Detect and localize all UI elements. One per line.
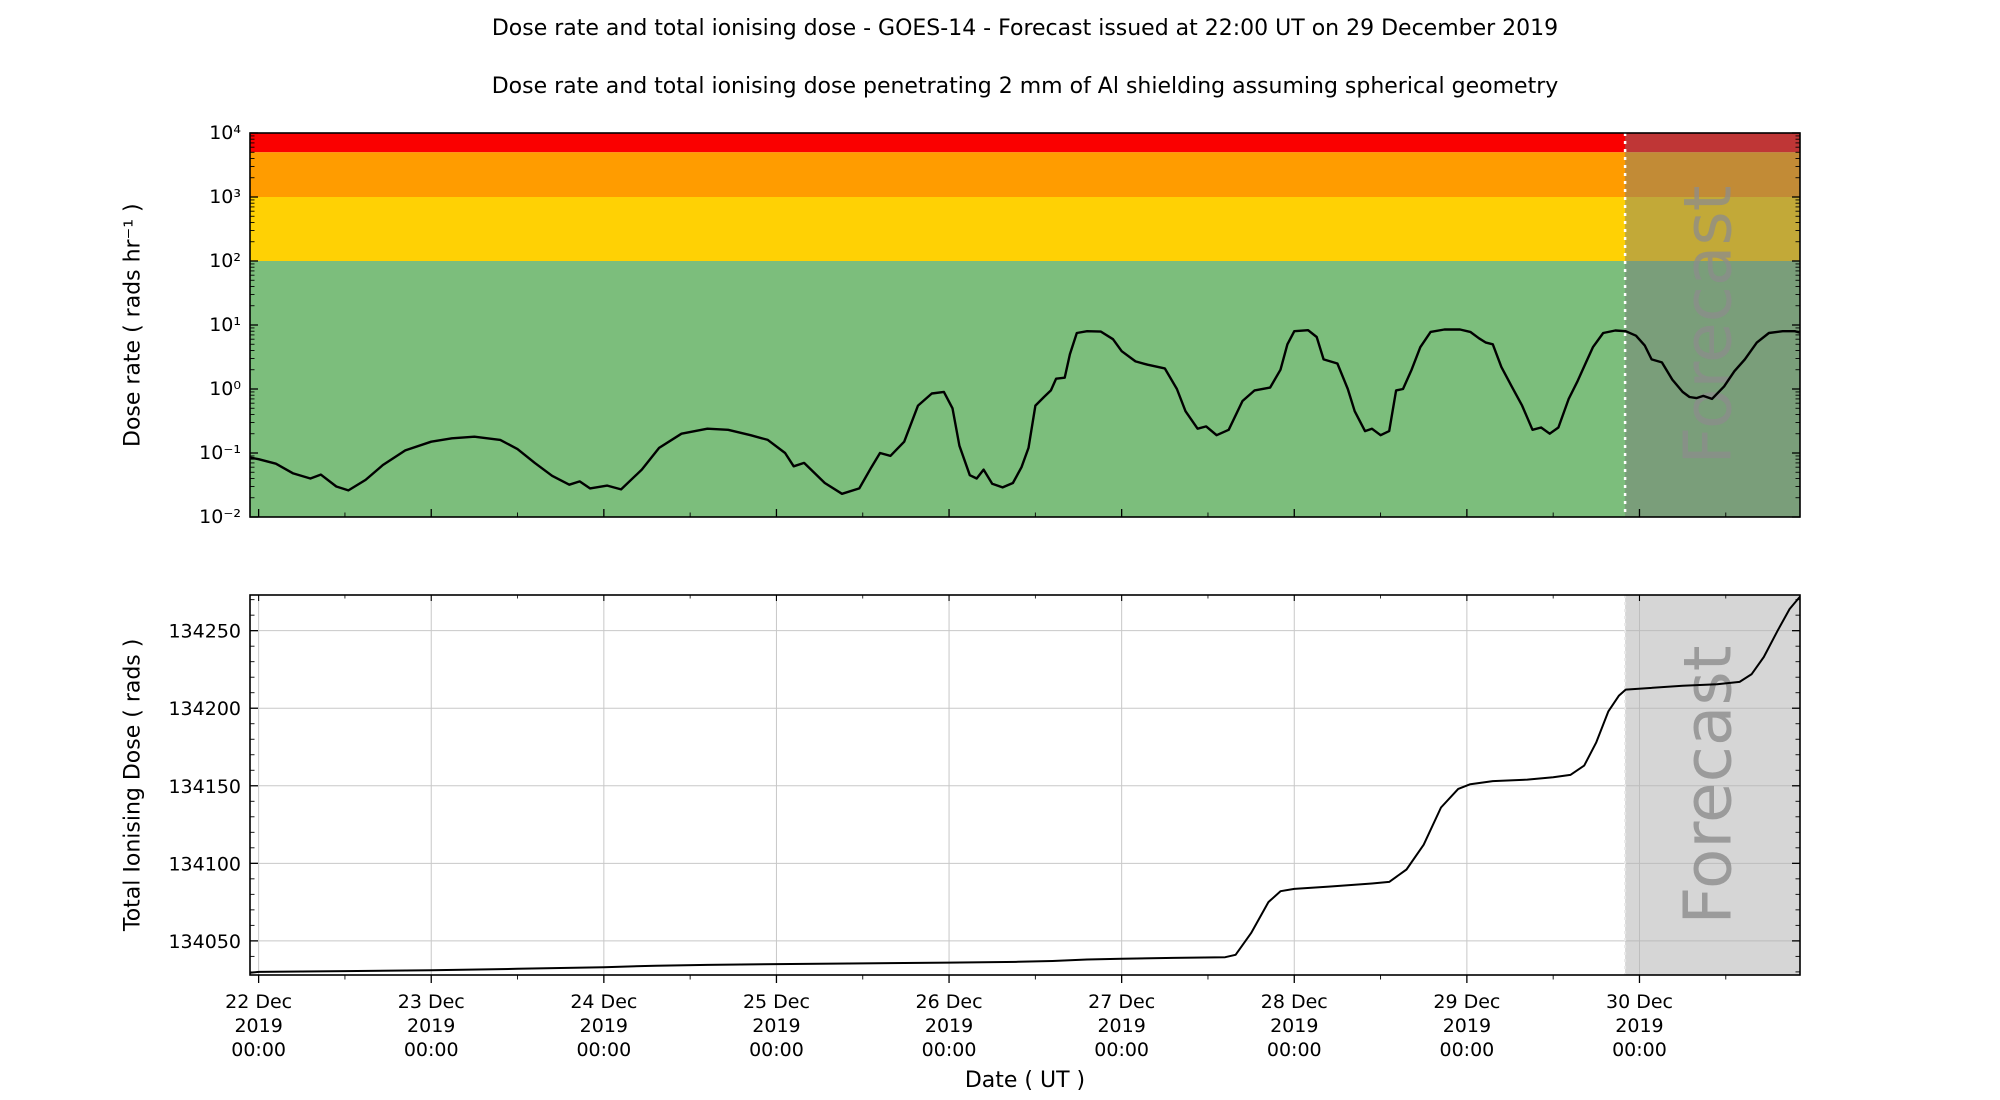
- forecast-watermark: Forecast: [1670, 185, 1747, 464]
- x-tick-label: 22 Dec 2019 00:00: [225, 991, 292, 1061]
- plot-border: [249, 132, 1801, 518]
- red-alert-band: [250, 133, 1800, 153]
- y-tick-label: 10⁴: [209, 122, 241, 144]
- x-tick-label: 23 Dec 2019 00:00: [398, 991, 465, 1061]
- x-tick-label: 28 Dec 2019 00:00: [1261, 991, 1328, 1061]
- dose-rate-chart: Forecast 10⁴ 10³ 10² 10¹ 10⁰ 10⁻¹ 10⁻²: [199, 122, 1801, 528]
- dose-rate-line: [250, 328, 1800, 495]
- main-title: Dose rate and total ionising dose - GOES…: [491, 16, 1559, 41]
- forecast-watermark: Forecast: [1670, 645, 1747, 924]
- sub-title: Dose rate and total ionising dose penetr…: [491, 74, 1559, 99]
- y-tick-label: 134100: [168, 853, 241, 875]
- total-dose-line: [250, 595, 1800, 974]
- y-tick-label: 134050: [168, 931, 241, 953]
- x-tick-label: 27 Dec 2019 00:00: [1088, 991, 1155, 1061]
- x-tick-label: 29 Dec 2019 00:00: [1433, 991, 1500, 1061]
- y-tick-label: 10²: [209, 250, 241, 272]
- plot-border: [249, 594, 1801, 976]
- forecast-region: [1625, 133, 1800, 517]
- y-tick-label: 134200: [168, 698, 241, 720]
- orange-alert-band: [250, 152, 1800, 197]
- total-dose-chart: Forecast 134050 134100 134150 134200 134250 22…: [168, 594, 1801, 1093]
- x-tick-label: 24 Dec 2019 00:00: [570, 991, 637, 1061]
- forecast-region: [1625, 595, 1800, 975]
- y-tick-label: 10³: [209, 186, 241, 208]
- x-tick-label: 25 Dec 2019 00:00: [743, 991, 810, 1061]
- y-tick-label: 10⁰: [209, 378, 241, 400]
- y-tick-label: 10⁻²: [199, 506, 241, 528]
- yellow-alert-band: [250, 197, 1800, 261]
- x-tick-label: 30 Dec 2019 00:00: [1606, 991, 1673, 1061]
- y-tick-label: 134150: [168, 776, 241, 798]
- y-tick-label: 10⁻¹: [199, 442, 241, 464]
- green-nominal-band: [250, 261, 1800, 517]
- x-tick-label: 26 Dec 2019 00:00: [916, 991, 983, 1061]
- y-tick-label: 134250: [168, 621, 241, 643]
- x-axis-label: Date ( UT ): [965, 1068, 1085, 1093]
- y-tick-label: 10¹: [209, 314, 241, 336]
